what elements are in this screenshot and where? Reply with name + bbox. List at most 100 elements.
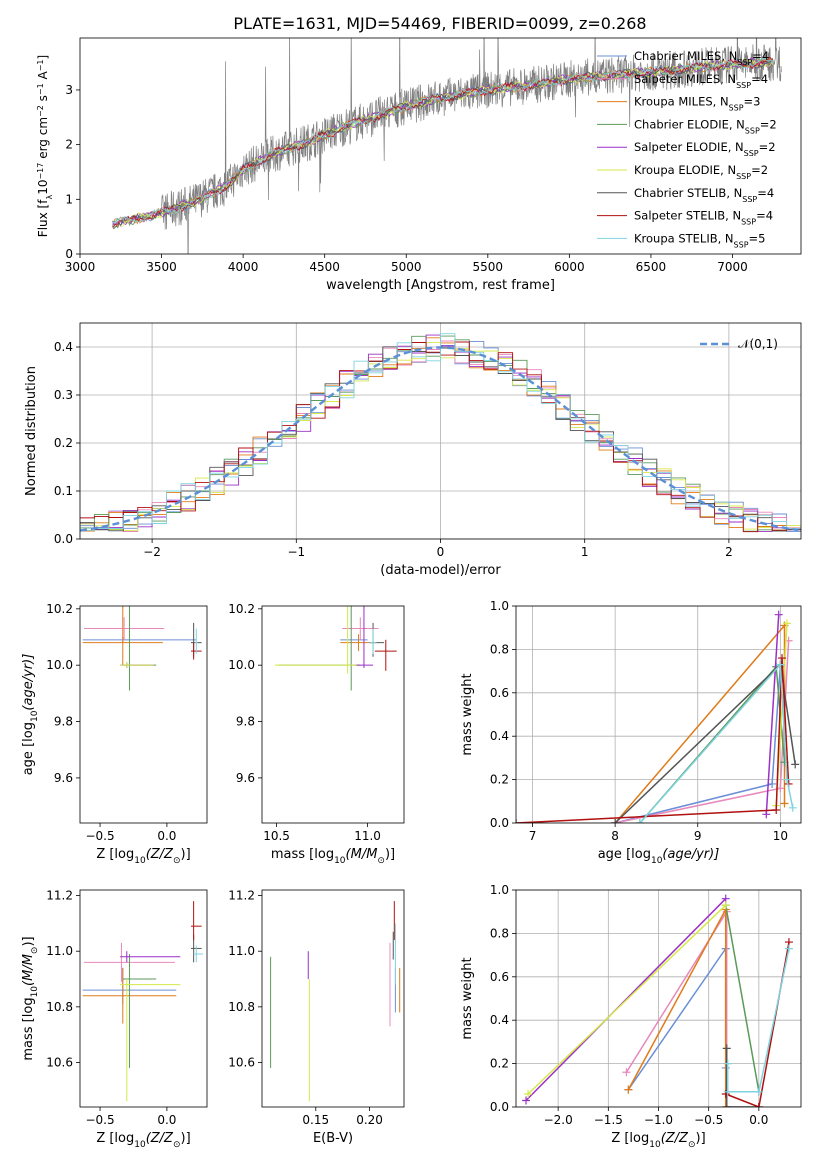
- y-tick-label: 0.4: [54, 340, 73, 354]
- x-tick-label: 5500: [473, 260, 504, 274]
- weight-line: [516, 658, 790, 823]
- x-tick-label: −0.5: [85, 1113, 114, 1127]
- x-tick-label: 8: [611, 829, 619, 843]
- weight-series-km: [624, 905, 730, 1107]
- errorbar-point-ks: [193, 945, 203, 963]
- weight-marker: [624, 1085, 633, 1094]
- x-tick-label: −0.5: [694, 1113, 723, 1127]
- panel-weight_vs_Z: −2.0 −1.5 −1.0 −0.5 0.0 0.0 0.2 0.4 0.6 0.8 1.0 Z […: [460, 883, 802, 1150]
- figure-title: PLATE=1631, MJD=54469, FIBERID=0099, z=0…: [233, 14, 646, 33]
- weight-line: [627, 909, 727, 1107]
- panel-age_vs_Z: −0.5 0.0 9.6 9.8 10.0 10.2 Z [log10(Z/Z⊙)] age …: [21, 602, 208, 866]
- model-spectrum-ks: [112, 56, 774, 224]
- y-tick-label: 9.6: [54, 771, 73, 785]
- y-tick-label: 0.1: [54, 484, 73, 498]
- model-spectrum-cs: [112, 57, 774, 230]
- x-axis-label: wavelength [Angstrom, rest frame]: [326, 278, 555, 293]
- x-tick-label: 0.0: [157, 829, 176, 843]
- y-tick-label: 10.2: [228, 602, 255, 616]
- x-tick-label: 0.15: [302, 1113, 329, 1127]
- y-tick-label: 0.2: [54, 436, 73, 450]
- weight-marker: [722, 1103, 731, 1107]
- legend-label-ss: Salpeter STELIB, NSSP=4: [634, 209, 773, 227]
- weight-marker: [774, 610, 783, 619]
- x-tick-label: 7000: [717, 260, 748, 274]
- y-tick-label: 0.0: [490, 1100, 509, 1114]
- y-tick-label: 3: [65, 83, 73, 97]
- x-tick-label: 7: [529, 829, 537, 843]
- x-tick-label: 6500: [636, 260, 667, 274]
- x-tick-label: −0.5: [85, 829, 114, 843]
- y-tick-label: 11.2: [46, 889, 73, 903]
- x-tick-label: 10.5: [263, 829, 290, 843]
- errorbar-point-cs: [369, 622, 384, 657]
- weight-marker: [522, 1096, 531, 1105]
- errorbar-point-cm: [82, 637, 197, 643]
- weight-series-se: [762, 610, 783, 819]
- axes-frame: [515, 889, 802, 1108]
- weight-series-ks: [723, 944, 793, 1096]
- y-tick-label: 10.6: [46, 1055, 73, 1069]
- weight-line: [625, 909, 728, 1107]
- errorbar-point-ks: [369, 628, 377, 654]
- y-tick-label: 0.8: [490, 926, 509, 940]
- y-tick-label: 0.2: [490, 773, 509, 787]
- axes-frame: [79, 322, 802, 540]
- weight-line: [527, 904, 727, 1095]
- y-tick-label: 1: [65, 192, 73, 206]
- x-tick-label: 9: [694, 829, 702, 843]
- legend-label-sm: Salpeter MILES, NSSP=4: [634, 72, 768, 90]
- y-tick-label: 0.4: [490, 729, 509, 743]
- weight-marker: [768, 779, 777, 788]
- y-axis-label: Normed distribution: [24, 366, 39, 496]
- y-tick-label: 1.0: [490, 883, 509, 897]
- y-tick-label: 9.8: [236, 715, 255, 729]
- y-tick-label: 10.0: [46, 658, 73, 672]
- legend-label-km: Kroupa MILES, NSSP=3: [634, 95, 760, 113]
- weight-marker: [721, 1103, 730, 1107]
- y-tick-label: 1.0: [490, 599, 509, 613]
- x-tick-label: 11.0: [354, 829, 381, 843]
- y-tick-label: 0.2: [490, 1057, 509, 1071]
- weight-series-km: [611, 621, 789, 823]
- plot-area: [516, 606, 801, 823]
- x-tick-label: −2: [143, 545, 161, 559]
- errorbar-point-sm: [84, 617, 165, 640]
- legend-label-se: Salpeter ELODIE, NSSP=2: [634, 140, 776, 158]
- weight-marker: [776, 660, 785, 669]
- x-tick-label: 6000: [554, 260, 585, 274]
- weight-series-sm: [622, 907, 731, 1107]
- weight-series-ks: [635, 660, 797, 823]
- weight-marker: [784, 944, 793, 953]
- legend-label-ke: Kroupa ELODIE, NSSP=2: [634, 163, 768, 181]
- x-tick-label: 10: [773, 829, 788, 843]
- axes-frame: [79, 889, 208, 1108]
- y-tick-label: 11.0: [46, 944, 73, 958]
- axes-frame: [79, 605, 208, 824]
- errorbar-point-se: [120, 951, 181, 963]
- weight-marker: [723, 1059, 732, 1068]
- x-axis-label: E(B-V): [313, 1131, 353, 1146]
- y-tick-label: 10.6: [228, 1055, 255, 1069]
- y-axis-label: age [log10(age/yr)]: [21, 654, 40, 776]
- weight-series-sm: [611, 636, 793, 823]
- y-axis-label: mass weight: [460, 957, 475, 1039]
- legend-label-ks: Kroupa STELIB, NSSP=5: [634, 231, 765, 249]
- plot-area: [516, 890, 801, 1107]
- weight-marker: [782, 619, 791, 628]
- legend-label-normal: 𝒩(0,1): [738, 337, 778, 351]
- x-tick-label: 4000: [228, 260, 259, 274]
- weight-marker: [754, 1103, 763, 1107]
- weight-series-cm: [624, 944, 730, 1094]
- weight-line: [614, 640, 790, 823]
- y-tick-label: 0.6: [490, 686, 509, 700]
- errorbar-point-ke: [120, 662, 154, 668]
- y-tick-label: 0: [65, 247, 73, 261]
- x-tick-label: 2: [725, 545, 733, 559]
- weight-line: [639, 662, 794, 823]
- weight-marker: [778, 654, 786, 663]
- errorbar-point-ks: [194, 628, 198, 654]
- x-tick-label: 3500: [146, 260, 177, 274]
- x-tick-label: 3000: [65, 260, 96, 274]
